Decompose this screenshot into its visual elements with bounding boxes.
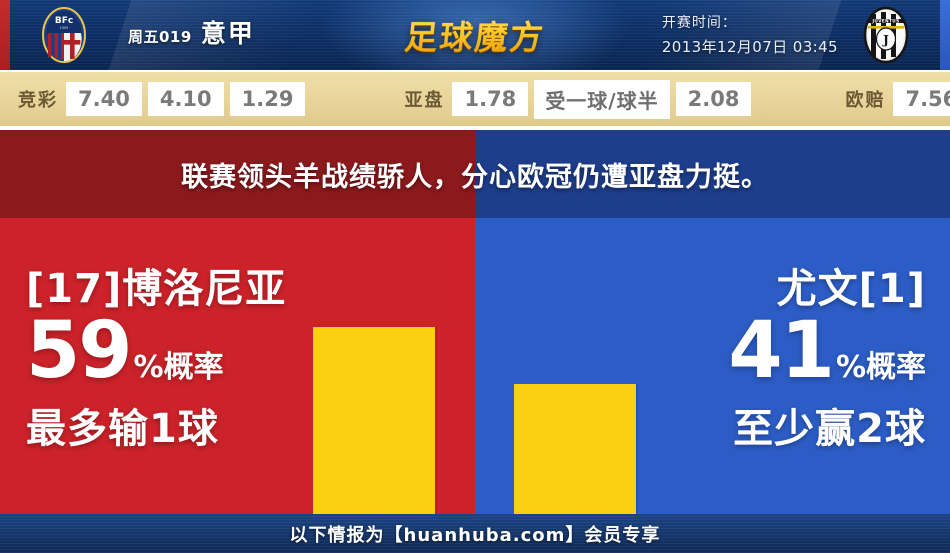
home-stat-block: [17]博洛尼亚 59 %概率 最多输1球: [26, 268, 286, 454]
odds-group-title: 亚盘: [404, 90, 445, 111]
odds-group-asian: 亚盘 1.78 受一球/球半 2.08: [404, 79, 757, 119]
svg-text:1909: 1909: [60, 26, 69, 30]
match-label: 周五019 意甲: [128, 14, 255, 50]
odds-group-title: 欧赔: [845, 90, 886, 111]
odds-cell-home[interactable]: 7.56: [893, 82, 950, 116]
footer-texture: [0, 514, 950, 553]
kickoff-info: 开赛时间： 2013年12月07日 03:45: [662, 12, 838, 57]
header-edge-stripe-right: [940, 0, 950, 70]
odds-group-jingcai: 竞彩 7.40 4.10 1.29: [18, 82, 311, 116]
odds-cell-draw[interactable]: 4.10: [147, 82, 224, 116]
odds-cell-home[interactable]: 7.40: [66, 82, 142, 116]
odds-cell-away[interactable]: 1.29: [229, 82, 306, 116]
header-bar: BFc 1909 周五019 意甲 足球魔方 开赛时间： 2013年12月07日…: [0, 0, 950, 70]
away-probability-bar: [514, 384, 636, 514]
home-panel: [17]博洛尼亚 59 %概率 最多输1球: [0, 218, 475, 514]
away-outcome: 至少赢2球: [733, 406, 926, 452]
odds-group-european: 欧赔 7.56 4.19 1.43: [845, 82, 950, 116]
footer-bar: 以下情报为【huanhuba.com】会员专享: [0, 514, 950, 553]
home-probability: 59 %概率: [26, 312, 286, 390]
home-probability-unit: %概率: [133, 350, 224, 385]
odds-group-title: 竞彩: [18, 90, 58, 111]
odds-cell-handicap[interactable]: 受一球/球半: [534, 79, 670, 119]
headline-band: 联赛领头羊战绩骄人，分心欧冠仍遭亚盘力挺。: [0, 130, 950, 218]
probability-chart: [17]博洛尼亚 59 %概率 最多输1球 尤文[1] 41 %概率 至少赢2球: [0, 218, 950, 514]
headline-band-left: [0, 130, 475, 218]
home-team-name: [17]博洛尼亚: [26, 266, 287, 312]
headline-text: 联赛领头羊战绩骄人，分心欧冠仍遭亚盘力挺。: [181, 161, 769, 193]
away-probability-unit: %概率: [835, 350, 926, 385]
home-probability-value: 59: [26, 306, 133, 396]
headline-band-right: [475, 130, 950, 218]
odds-cell-home[interactable]: 1.78: [452, 82, 529, 116]
away-team-name: 尤文[1]: [776, 266, 926, 312]
svg-text:BFc: BFc: [55, 16, 73, 26]
odds-cell-away[interactable]: 2.08: [675, 82, 752, 116]
header-edge-stripe-left: [0, 0, 10, 70]
away-probability: 41 %概率: [728, 312, 926, 390]
match-league: 意甲: [200, 19, 255, 48]
away-stat-block: 尤文[1] 41 %概率 至少赢2球: [728, 268, 926, 454]
odds-bar: 竞彩 7.40 4.10 1.29 亚盘 1.78 受一球/球半 2.08 欧赔…: [0, 70, 950, 128]
match-round: 周五019: [128, 28, 192, 46]
bologna-crest: BFc 1909: [42, 7, 86, 63]
home-outcome: 最多输1球: [26, 406, 219, 452]
juventus-crest: JUVENTUS J: [863, 6, 909, 64]
svg-text:JUVENTUS: JUVENTUS: [871, 19, 899, 24]
home-probability-bar: [313, 327, 435, 514]
svg-text:J: J: [882, 33, 889, 47]
kickoff-time: 2013年12月07日 03:45: [661, 38, 838, 56]
brand-logo: 足球魔方: [383, 4, 567, 66]
brand-logo-text: 足球魔方: [380, 4, 571, 66]
footer-text: 以下情报为【huanhuba.com】会员专享: [289, 524, 661, 546]
kickoff-label: 开赛时间：: [661, 15, 737, 31]
away-probability-value: 41: [728, 306, 835, 396]
away-panel: 尤文[1] 41 %概率 至少赢2球: [475, 218, 950, 514]
